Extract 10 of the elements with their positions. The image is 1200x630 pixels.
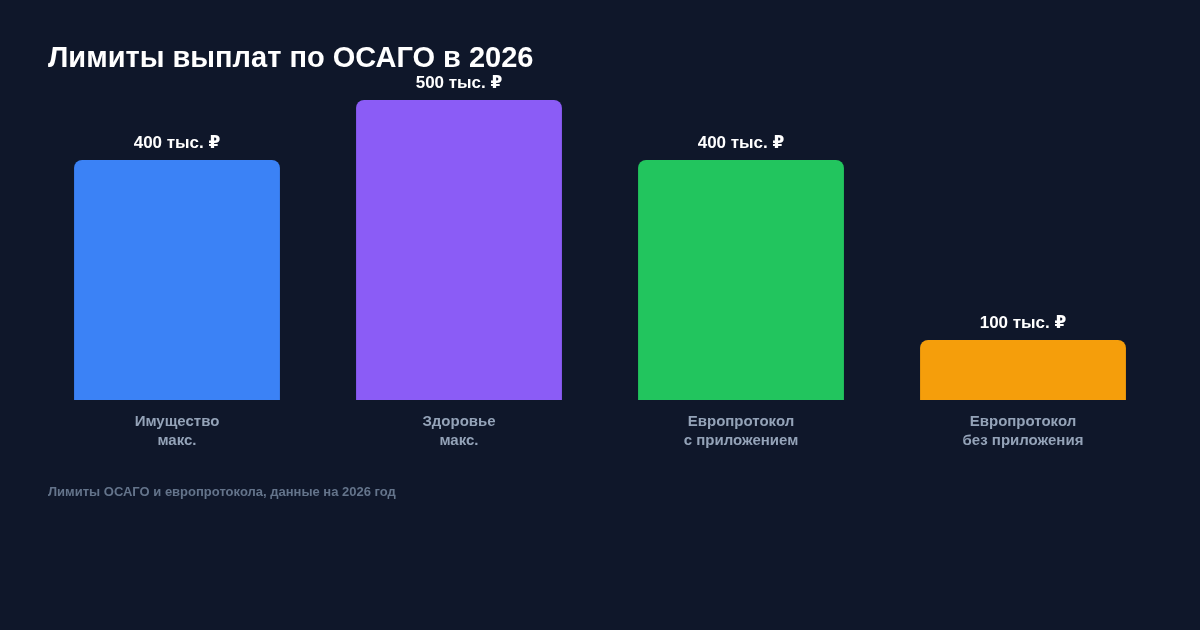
x-tick-label: Здоровье макс. <box>422 411 496 448</box>
data-label: 100 тыс. ₽ <box>979 313 1067 332</box>
data-label: 500 тыс. ₽ <box>415 73 503 92</box>
x-tick-label: Европротокол без приложения <box>962 411 1084 448</box>
x-tick-label: Имущество макс. <box>134 411 220 448</box>
data-label: 400 тыс. ₽ <box>697 133 785 152</box>
data-label: 400 тыс. ₽ <box>133 133 221 152</box>
x-tick-label: Европротокол с приложением <box>683 411 799 448</box>
chart-title: Лимиты выплат по ОСАГО в 2026 <box>48 41 534 73</box>
text: Лимиты ОСАГО и европротокола, данные на 2026 год <box>48 484 396 499</box>
